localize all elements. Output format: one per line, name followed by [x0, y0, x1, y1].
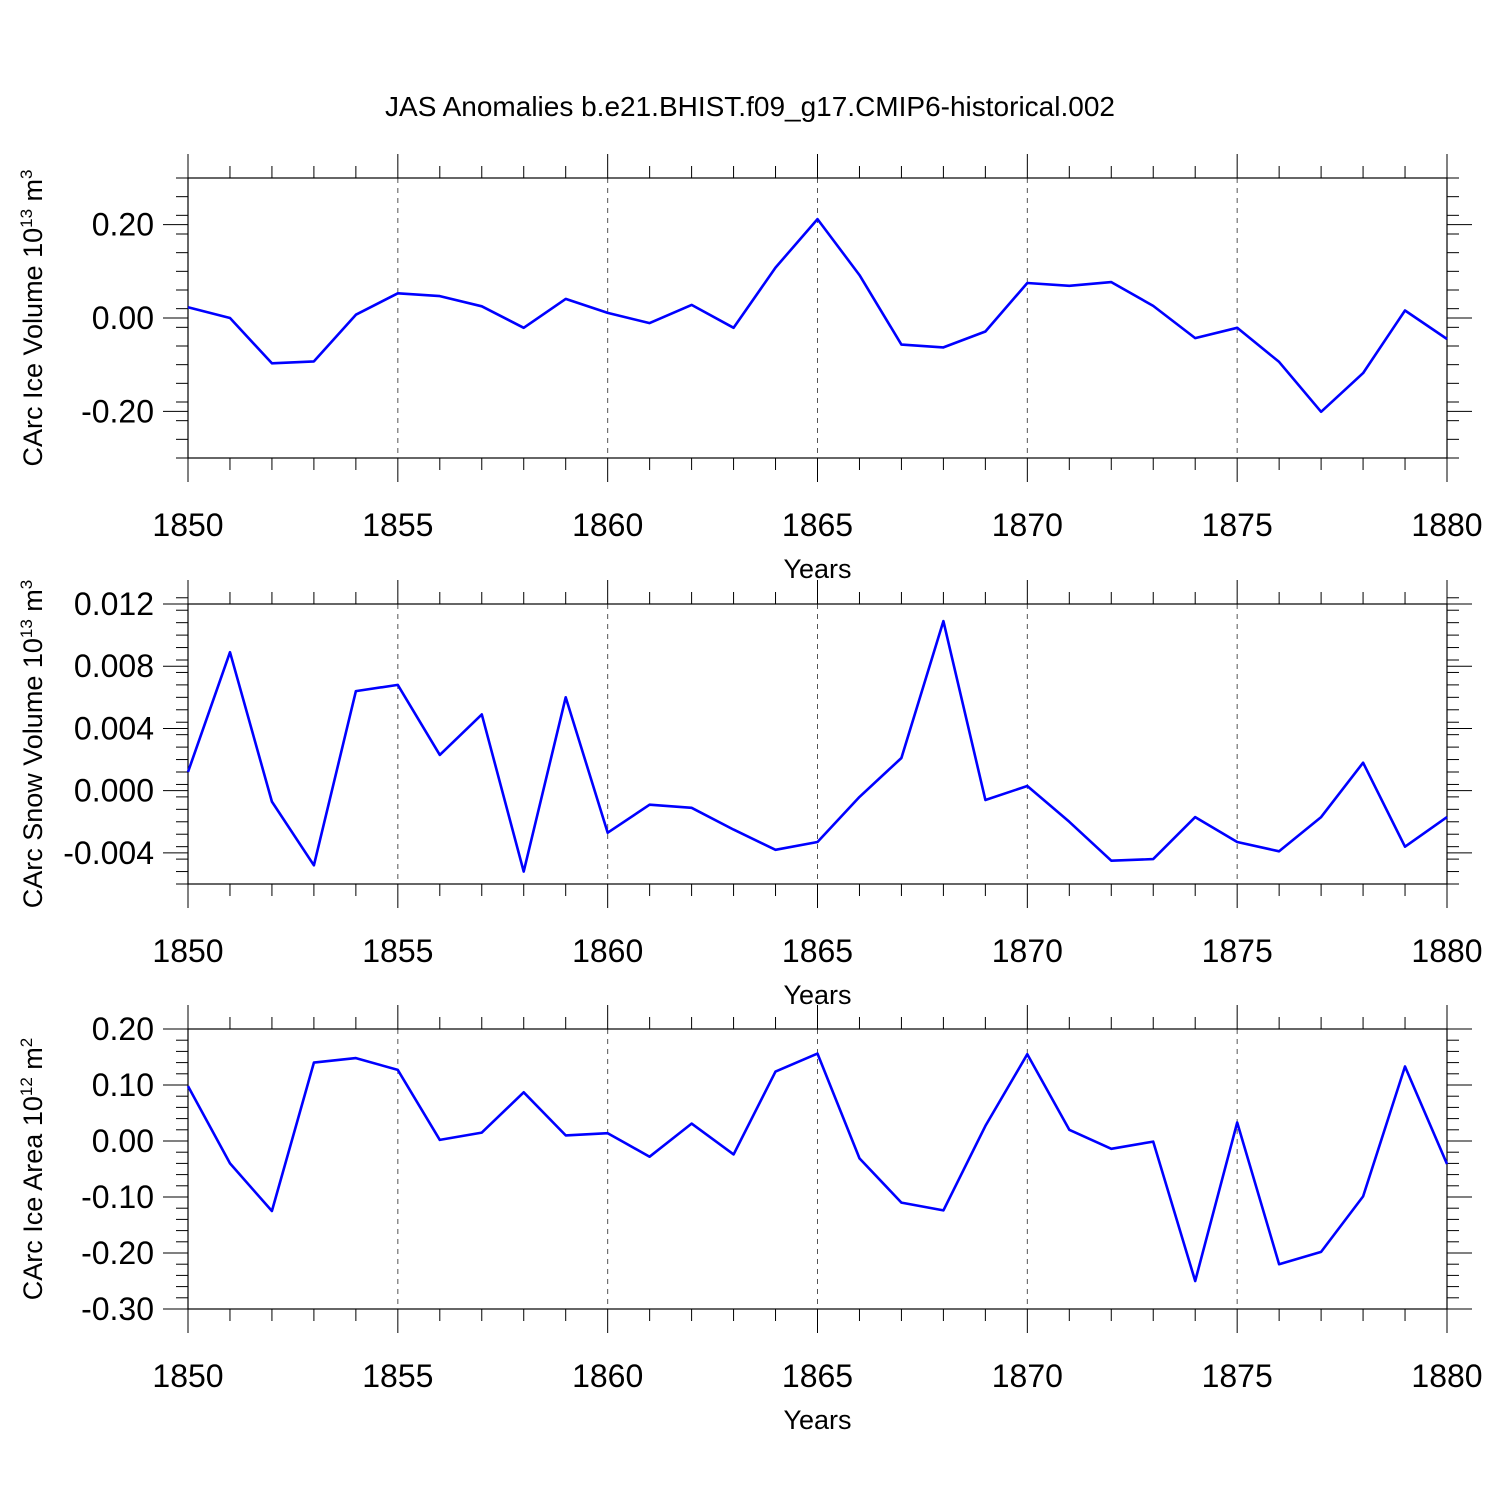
y-axis-title-superscript: 13 — [17, 209, 36, 228]
y-axis-title-text: CArc Ice Volume 10 — [18, 228, 48, 467]
x-tick-label: 1875 — [1202, 1358, 1273, 1394]
panel-ice-volume: -0.20 0.00 0.20 1850 1855 1860 1865 1870 1875 188… — [17, 154, 1483, 584]
y-axis-title-text: m — [18, 1047, 48, 1077]
x-tick-label: 1880 — [1411, 933, 1482, 969]
x-tick-label: 1850 — [152, 1358, 223, 1394]
y-tick-label: 0.10 — [92, 1067, 154, 1103]
y-axis-title-superscript: 3 — [17, 580, 36, 589]
y-tick-label: 0.00 — [92, 300, 154, 336]
y-tick-label: 0.20 — [92, 1011, 154, 1047]
x-tick-label: 1860 — [572, 1358, 643, 1394]
x-tick-label: 1865 — [782, 1358, 853, 1394]
y-axis-title: CArc Ice Volume 1013 m3 — [17, 169, 48, 466]
y-axis-title-superscript: 13 — [17, 619, 36, 638]
x-tick-label: 1855 — [362, 1358, 433, 1394]
y-tick-label: 0.008 — [74, 648, 154, 684]
x-tick-label: 1880 — [1411, 507, 1482, 543]
y-axis-title: CArc Ice Area 1012 m2 — [17, 1038, 48, 1301]
panel-snow-volume: -0.004 0.000 0.004 0.008 0.012 1850 1855 1860 18… — [17, 580, 1483, 1010]
x-tick-label: 1870 — [992, 1358, 1063, 1394]
x-axis-title: Years — [783, 1405, 851, 1435]
y-tick-label: -0.20 — [81, 1235, 154, 1271]
x-tick-label: 1860 — [572, 507, 643, 543]
series-line — [187, 217, 1448, 414]
series-line — [186, 1052, 1449, 1283]
y-tick-label: 0.00 — [92, 1123, 154, 1159]
y-tick-label: -0.10 — [81, 1179, 154, 1215]
y-axis-title: CArc Snow Volume 1013 m3 — [17, 580, 48, 909]
x-tick-label: 1880 — [1411, 1358, 1482, 1394]
panel-ice-area: -0.30 -0.20 -0.10 0.00 0.10 0.20 1850 1855 1860 1… — [17, 1005, 1483, 1435]
y-tick-label: 0.004 — [74, 710, 154, 746]
y-axis-title-text: CArc Ice Area 10 — [18, 1096, 48, 1300]
y-axis-title-superscript: 12 — [17, 1077, 36, 1096]
x-tick-label: 1855 — [362, 507, 433, 543]
y-tick-label: -0.30 — [81, 1291, 154, 1327]
figure-title: JAS Anomalies b.e21.BHIST.f09_g17.CMIP6-… — [385, 91, 1115, 122]
y-tick-label: 0.000 — [74, 773, 154, 809]
y-tick-label: -0.004 — [63, 835, 154, 871]
y-tick-label: -0.20 — [81, 393, 154, 429]
x-axis-title: Years — [783, 554, 851, 584]
series-line — [186, 619, 1448, 873]
x-tick-label: 1875 — [1202, 933, 1273, 969]
y-axis-title-text: m — [18, 179, 48, 209]
x-tick-label: 1870 — [992, 507, 1063, 543]
x-tick-label: 1865 — [782, 507, 853, 543]
y-tick-label: 0.20 — [92, 207, 154, 243]
y-axis-title-text: m — [18, 589, 48, 619]
y-tick-label: 0.012 — [74, 586, 154, 622]
y-axis-title-superscript: 3 — [17, 169, 36, 178]
x-tick-label: 1865 — [782, 933, 853, 969]
x-tick-label: 1855 — [362, 933, 433, 969]
x-tick-label: 1850 — [152, 933, 223, 969]
x-tick-label: 1870 — [992, 933, 1063, 969]
x-tick-label: 1860 — [572, 933, 643, 969]
x-tick-label: 1875 — [1202, 507, 1273, 543]
y-axis-title-superscript: 2 — [17, 1038, 36, 1047]
y-axis-title-text: CArc Snow Volume 10 — [18, 638, 48, 908]
x-tick-label: 1850 — [152, 507, 223, 543]
